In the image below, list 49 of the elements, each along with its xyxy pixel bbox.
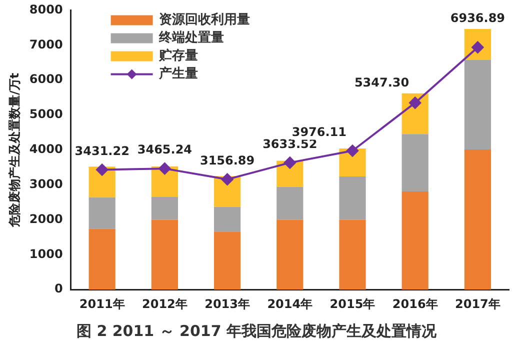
- bar: [151, 197, 178, 220]
- y-tick-label: 5000: [29, 107, 63, 122]
- bar: [339, 220, 366, 290]
- point: [409, 96, 422, 109]
- y-tick-label: 1000: [29, 246, 63, 261]
- legend-label: 资源回收利用量: [158, 12, 250, 28]
- legend-label: 贮存量: [158, 48, 198, 64]
- y-tick-label: 2000: [29, 212, 63, 226]
- x-tick-label: 2012年: [142, 296, 188, 311]
- data-label: 3431.22: [74, 144, 130, 158]
- x-tick-label: 2014年: [267, 296, 313, 311]
- legend-label: 终端处置量: [158, 30, 224, 46]
- bar: [464, 150, 492, 290]
- data-label: 3633.52: [262, 136, 318, 151]
- point: [221, 173, 234, 186]
- legend-label: 产生量: [158, 66, 198, 82]
- bar: [88, 228, 116, 290]
- x-tick-label: 2013年: [204, 296, 250, 311]
- point: [96, 164, 108, 176]
- y-tick-label: 7000: [29, 37, 63, 52]
- point: [158, 162, 171, 175]
- bar: [214, 206, 241, 232]
- bar: [276, 186, 304, 220]
- x-tick-label: 2016年: [392, 296, 438, 311]
- bar: [276, 220, 304, 290]
- text: 图 2 2011 ～ 2017 年我国危险废物产生及处置情况: [76, 322, 438, 340]
- point: [284, 156, 296, 169]
- data-label: 5347.30: [354, 75, 410, 90]
- bar: [214, 232, 241, 290]
- bar: [402, 134, 428, 192]
- bar: [402, 191, 428, 290]
- x-tick-label: 2017年: [454, 296, 500, 311]
- data-label: 3156.89: [200, 153, 255, 168]
- y-tick-label: 8000: [29, 2, 63, 16]
- x-tick-label: 2015年: [330, 296, 376, 311]
- bar: [151, 220, 178, 290]
- bar: [88, 197, 116, 229]
- x-tick-label: 2011年: [79, 296, 125, 311]
- y-tick-label: 6000: [29, 72, 63, 86]
- point: [346, 144, 358, 157]
- y-tick-label: 4000: [29, 142, 63, 156]
- y-tick-label: 3000: [29, 176, 63, 191]
- bar: [464, 60, 492, 150]
- data-label: 3976.11: [292, 124, 346, 139]
- data-label: 3465.24: [137, 142, 192, 157]
- y-tick-label: 0: [54, 282, 63, 296]
- bar: [339, 176, 366, 220]
- y-axis-title: 危险废物产生及处置数量/万t: [7, 72, 22, 228]
- data-label: 6936.89: [450, 11, 506, 26]
